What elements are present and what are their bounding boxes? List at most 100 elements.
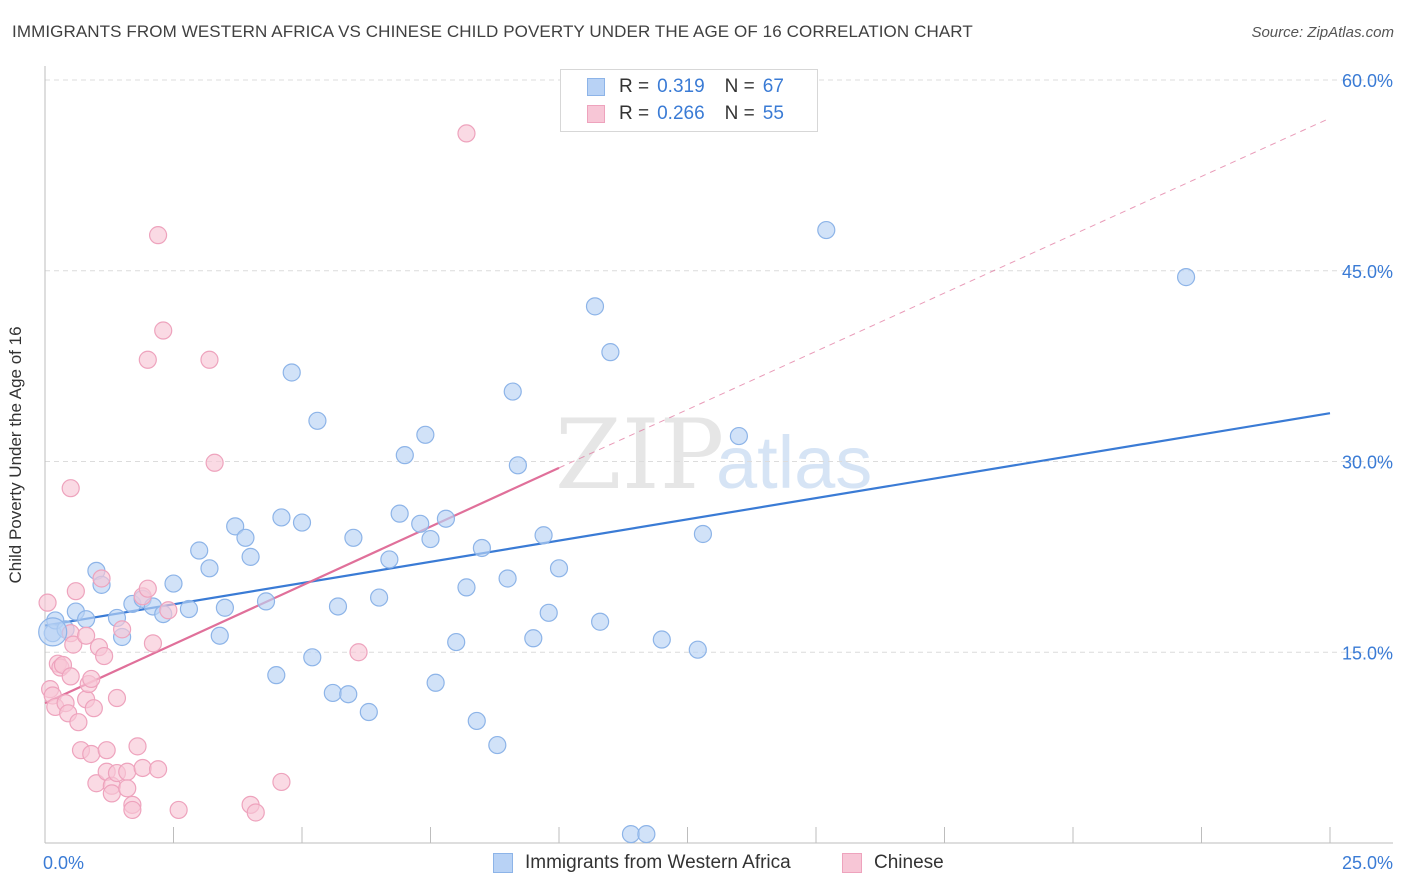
data-point-pink [272, 772, 291, 792]
data-point-pink [118, 762, 137, 781]
data-point-pink [148, 760, 168, 779]
data-point-pink [38, 593, 57, 612]
data-point-pink [69, 713, 88, 732]
data-point-blue [380, 550, 399, 569]
data-point-blue [472, 538, 491, 558]
data-point-blue [272, 508, 291, 527]
data-point-pink [128, 737, 147, 756]
data-point-blue [534, 526, 553, 545]
data-point-blue [395, 446, 414, 465]
data-point-blue [179, 599, 199, 619]
data-point-pink [61, 479, 80, 498]
data-point-pink [77, 626, 96, 645]
data-point-blue [688, 640, 707, 659]
data-point-blue [693, 524, 713, 544]
bottom-legend-label-pink: Chinese [874, 852, 944, 873]
x-tick-label-max: 25.0% [1342, 853, 1393, 873]
data-point-pink [82, 669, 101, 689]
data-point-blue [416, 425, 435, 444]
data-points [38, 124, 1196, 844]
data-point-blue [539, 603, 558, 622]
data-point-pink [457, 124, 476, 143]
data-point-blue [370, 588, 389, 607]
data-point-blue [426, 673, 445, 692]
data-point-pink [205, 453, 224, 472]
legend-box: R = 0.319 N = 67 R = 0.266 N = 55 [560, 69, 818, 132]
data-point-blue [524, 629, 543, 648]
legend-n-label: N = [724, 103, 755, 124]
bottom-legend-swatch-blue [493, 853, 513, 873]
data-point-blue [585, 297, 605, 316]
data-point-pink [133, 758, 152, 778]
legend-r-value: 0.319 [657, 76, 705, 97]
data-point-blue [328, 597, 348, 616]
data-point-blue [241, 547, 260, 566]
data-point-blue [457, 578, 476, 597]
data-point-pink [349, 643, 368, 662]
tick-labels: 15.0% 30.0% 45.0% 60.0% 0.0% 25.0% [43, 71, 1393, 873]
trend-line-blue [44, 412, 1331, 627]
data-point-pink [64, 635, 83, 654]
bottom-legend-pink: Chinese [842, 852, 944, 874]
data-point-blue [436, 509, 456, 528]
chart-title: IMMIGRANTS FROM WESTERN AFRICA VS CHINES… [12, 22, 973, 41]
data-point-blue [210, 626, 229, 645]
data-point-pink [143, 634, 163, 653]
legend-n-value: 55 [762, 103, 784, 124]
data-point-pink [200, 350, 219, 369]
data-point-blue [411, 514, 430, 533]
data-point-blue [1176, 268, 1196, 287]
data-point-blue [339, 685, 358, 704]
data-point-blue [591, 612, 610, 631]
x-tick-label-min: 0.0% [43, 853, 84, 873]
grid-lines [45, 79, 1393, 653]
legend-r-label: R = [619, 76, 650, 97]
data-point-blue [652, 630, 671, 649]
bottom-legend-blue: Immigrants from Western Africa [493, 852, 791, 874]
data-point-blue [308, 411, 327, 430]
data-point-blue [38, 617, 68, 647]
data-point-blue [447, 632, 466, 652]
data-point-pink [112, 620, 132, 639]
legend-row-blue: R = 0.319 N = 67 [587, 75, 784, 99]
data-point-blue [292, 513, 312, 532]
data-point-pink [123, 800, 142, 820]
data-point-pink [97, 741, 116, 760]
watermark-zip: ZIP [555, 399, 724, 511]
data-point-pink [159, 601, 178, 620]
data-point-blue [637, 824, 656, 844]
y-tick-label: 30.0% [1342, 453, 1393, 473]
source-label: Source: ZipAtlas.com [1251, 24, 1394, 41]
legend-swatch-blue [587, 78, 605, 96]
data-point-blue [359, 702, 378, 722]
data-point-blue [467, 711, 486, 731]
data-point-pink [66, 582, 85, 601]
data-point-blue [323, 683, 342, 703]
data-point-pink [118, 779, 137, 798]
bottom-legend-label-blue: Immigrants from Western Africa [525, 852, 791, 873]
data-point-pink [148, 226, 168, 245]
data-point-pink [246, 803, 265, 822]
data-point-pink [102, 784, 121, 803]
data-point-blue [549, 559, 569, 578]
legend-r-label: R = [619, 103, 650, 124]
data-point-blue [508, 456, 527, 475]
trend-line-pink [558, 117, 1331, 469]
legend-n-label: N = [724, 76, 755, 97]
data-point-pink [138, 350, 157, 369]
data-point-pink [95, 646, 114, 666]
data-point-pink [169, 800, 188, 820]
legend-r-value: 0.266 [657, 103, 705, 124]
y-tick-label: 15.0% [1342, 643, 1393, 663]
data-point-blue [621, 824, 641, 844]
y-tick-label: 45.0% [1342, 262, 1393, 282]
data-point-blue [303, 648, 322, 667]
trend-lines [44, 117, 1331, 705]
legend-n-value: 67 [762, 76, 784, 97]
data-point-blue [256, 592, 276, 611]
data-point-pink [84, 699, 103, 718]
data-point-blue [200, 559, 219, 578]
data-point-blue [344, 528, 363, 547]
trend-line-pink [44, 466, 560, 705]
data-point-pink [154, 321, 173, 340]
